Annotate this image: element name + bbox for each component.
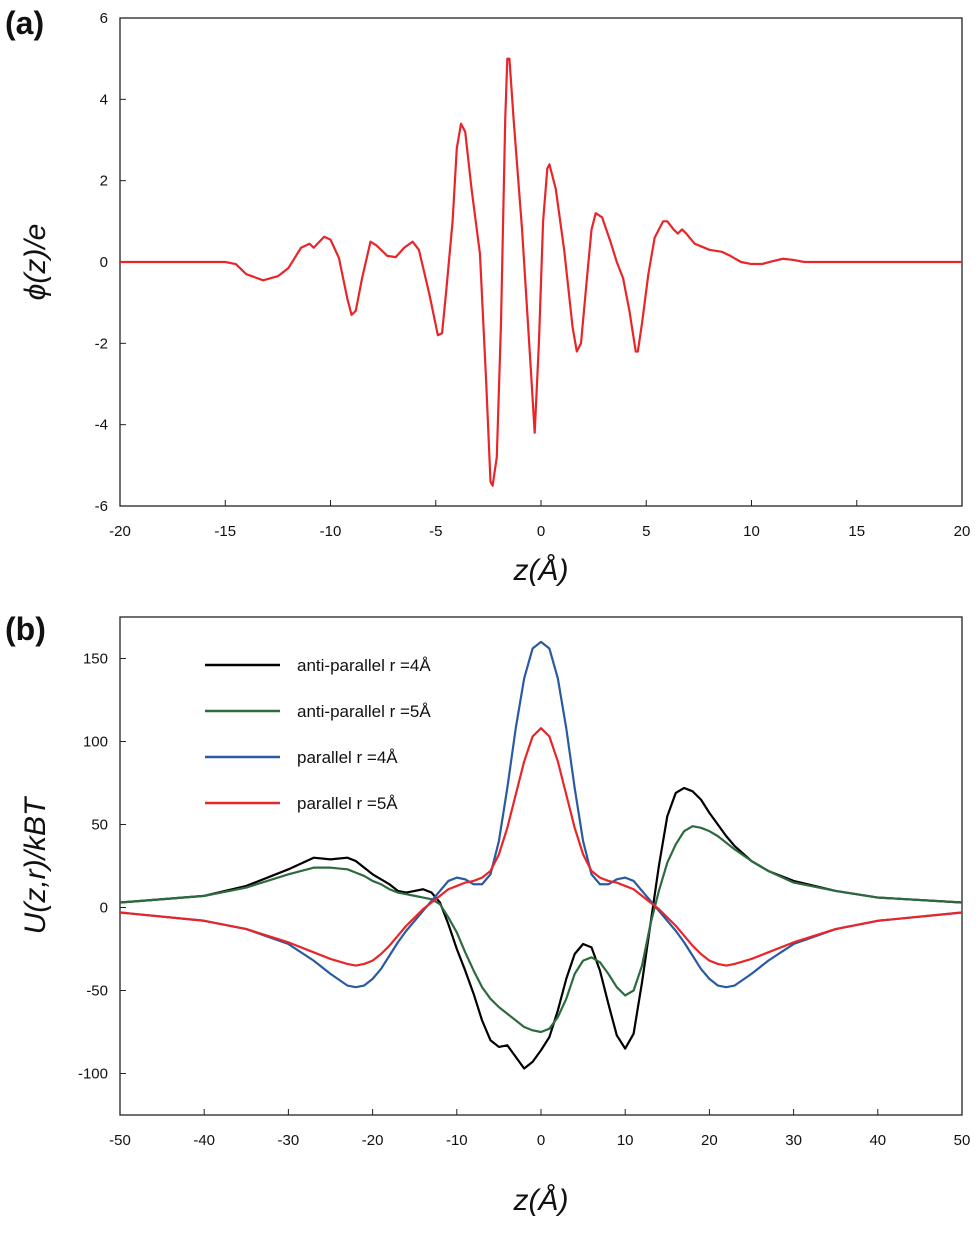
data-line — [119, 640, 963, 989]
data-line — [119, 727, 963, 967]
x-tick-label: -5 — [429, 523, 442, 540]
x-tick-label: 30 — [785, 1132, 802, 1149]
legend-label: anti-parallel r =4Å — [297, 656, 431, 675]
plot-frame — [119, 616, 963, 1116]
y-tick-label: -2 — [95, 335, 108, 352]
x-tick-label: -20 — [362, 1132, 384, 1149]
x-tick-label: 20 — [701, 1132, 718, 1149]
y-axis-label: ϕ(z)/e — [19, 224, 52, 301]
y-axis-label: U(z,r)/kBT — [19, 795, 52, 934]
data-line — [120, 57, 962, 487]
x-tick-label: 40 — [869, 1132, 886, 1149]
x-tick-label: -20 — [109, 523, 131, 540]
y-tick-label: 6 — [100, 10, 108, 27]
x-tick-label: 0 — [537, 1132, 545, 1149]
y-tick-label: 100 — [83, 734, 108, 751]
x-axis-label: z(Å) — [513, 554, 569, 587]
legend-label: anti-parallel r =5Å — [297, 702, 431, 721]
x-tick-label: -10 — [446, 1132, 468, 1149]
legend-label: parallel r =4Å — [297, 748, 398, 767]
panel-label: (b) — [5, 611, 46, 647]
x-tick-label: 20 — [954, 523, 971, 540]
y-tick-label: 150 — [83, 651, 108, 668]
x-tick-label: -40 — [193, 1132, 215, 1149]
legend-label: parallel r =5Å — [297, 794, 398, 813]
y-tick-label: 4 — [100, 91, 108, 108]
x-tick-label: -30 — [278, 1132, 300, 1149]
x-tick-label: 10 — [743, 523, 760, 540]
x-tick-label: -50 — [109, 1132, 131, 1149]
panel-label: (a) — [5, 5, 44, 41]
data-line — [119, 825, 963, 1034]
x-axis-label: z(Å) — [513, 1184, 569, 1217]
x-tick-label: 5 — [642, 523, 650, 540]
y-tick-label: -100 — [78, 1066, 108, 1083]
y-tick-label: 0 — [100, 900, 108, 917]
y-tick-label: 2 — [100, 173, 108, 190]
y-tick-label: 0 — [100, 254, 108, 271]
y-tick-label: 50 — [91, 817, 108, 834]
y-tick-label: -6 — [95, 498, 108, 515]
x-tick-label: 0 — [537, 523, 545, 540]
y-tick-label: -4 — [95, 417, 108, 434]
x-tick-label: 50 — [954, 1132, 971, 1149]
x-tick-label: 15 — [848, 523, 865, 540]
x-tick-label: -15 — [214, 523, 236, 540]
x-tick-label: -10 — [320, 523, 342, 540]
y-tick-label: -50 — [86, 983, 108, 1000]
data-line — [119, 786, 963, 1070]
x-tick-label: 10 — [617, 1132, 634, 1149]
